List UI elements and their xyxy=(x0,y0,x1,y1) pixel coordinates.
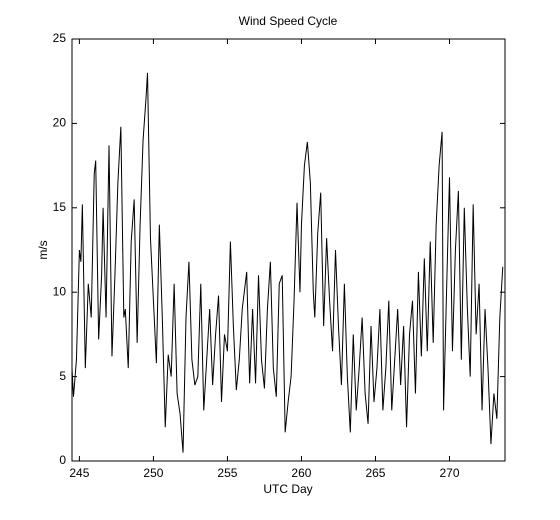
x-tick-label: 255 xyxy=(217,466,237,480)
x-axis-label: UTC Day xyxy=(263,482,312,496)
chart-title: Wind Speed Cycle xyxy=(239,14,338,28)
data-line xyxy=(71,72,504,453)
y-tick-label: 5 xyxy=(59,369,66,383)
y-tick-label: 15 xyxy=(53,200,67,214)
y-tick-label: 10 xyxy=(53,284,67,298)
x-tick-label: 270 xyxy=(439,466,459,480)
y-tick-label: 25 xyxy=(53,31,67,45)
x-tick-label: 250 xyxy=(143,466,163,480)
y-tick-label: 0 xyxy=(59,453,66,467)
y-tick-label: 20 xyxy=(53,116,67,130)
y-axis-label: m/s xyxy=(36,240,50,259)
x-tick-label: 245 xyxy=(69,466,89,480)
x-tick-label: 265 xyxy=(365,466,385,480)
x-tick-label: 260 xyxy=(291,466,311,480)
plot-frame xyxy=(71,38,506,462)
